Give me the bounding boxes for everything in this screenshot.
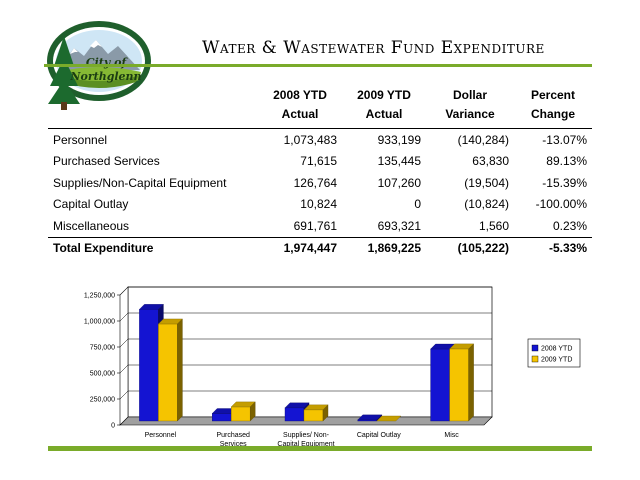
chart-legend [527,338,581,368]
legend-label: 2008 YTD [541,346,572,353]
total-percent-value: -5.33% [514,236,592,259]
bar-side [177,318,183,422]
table-row: Purchased Services 71,615 135,445 63,830… [48,151,592,173]
y-tick-label: 1,000,000 [84,319,115,326]
table-row: Miscellaneous 691,761 693,321 1,560 0.23… [48,215,592,237]
legend-swatch [531,344,539,352]
expenditure-table: 2008 YTD Actual 2009 YTD Actual Dollar Vari… [48,86,592,259]
header-variance-line2: Variance [445,107,495,121]
gridline-side [119,364,129,374]
y-tick-label: 1,250,000 [84,293,115,300]
row-percent-value: -100.00% [535,197,587,212]
row-label: Purchased Services [53,154,160,169]
total-2008-value: 1,974,447 [258,236,342,259]
bar-2008 [284,407,305,422]
title-divider [44,64,592,67]
bar-side [468,343,474,422]
row-label: Supplies/Non-Capital Equipment [53,175,227,190]
x-tick-label: Misc [444,432,459,439]
header-percent-line1: Percent [530,88,576,102]
table-total-row: Total Expenditure 1,974,447 1,869,225 (1… [48,236,592,259]
table-row: Capital Outlay 10,824 0 (10,824) -100.00… [48,194,592,216]
row-variance-value: (10,824) [464,197,509,212]
footer-divider [48,446,592,451]
bar-2008 [139,309,159,422]
row-percent-value: 89.13% [546,154,587,169]
header-2009-line1: 2009 YTD [357,88,411,102]
legend-swatch [531,355,539,363]
city-logo-graphic: City of Northglenn [47,21,151,110]
row-label: Capital Outlay [53,197,129,212]
row-percent-value: 0.23% [552,218,587,233]
row-variance-value: 63,830 [472,154,509,169]
x-tick-label: Services [220,441,247,448]
y-tick-label: 250,000 [90,397,115,404]
bar-2009 [449,348,469,422]
bar-2008 [430,348,450,422]
total-variance-value: (105,222) [426,236,514,259]
row-2008-value: 71,615 [300,154,337,169]
x-tick-label: Purchased [216,432,250,439]
row-2008-value: 1,073,483 [283,132,337,147]
y-tick-label: 750,000 [90,345,115,352]
header-2008-line2: Actual [281,107,319,121]
row-variance-value: 1,560 [478,218,509,233]
legend-label: 2009 YTD [541,357,572,364]
row-2009-value: 933,199 [377,132,421,147]
city-logo: City of Northglenn [44,14,154,112]
row-percent-value: -13.07% [542,132,587,147]
table-header-blank [48,86,258,129]
row-2008-value: 126,764 [293,175,337,190]
row-variance-value: (19,504) [464,175,509,190]
table-header-percent: Percent Change [514,86,592,129]
bar-2009 [230,406,251,422]
x-tick-label: Capital Outlay [357,432,401,439]
y-tick-label: 500,000 [90,371,115,378]
bar-side [322,404,329,422]
table-row: Supplies/Non-Capital Equipment 126,764 1… [48,172,592,194]
header-2009-line2: Actual [365,107,403,121]
table-header-row: 2008 YTD Actual 2009 YTD Actual Dollar Vari… [48,86,592,129]
x-tick-label: Supplies/ Non- [283,432,330,439]
total-2009-value: 1,869,225 [342,236,426,259]
table-row: Personnel 1,073,483 933,199 (140,284) -1… [48,129,592,151]
gridline-side [119,338,129,348]
table-header-2009: 2009 YTD Actual [342,86,426,129]
plot-side-wall [119,286,129,426]
row-2009-value: 107,260 [377,175,421,190]
row-variance-value: (140,284) [457,132,509,147]
row-percent-value: -15.39% [542,175,587,190]
table-header-variance: Dollar Variance [426,86,514,129]
row-label: Miscellaneous [53,218,130,233]
row-label: Personnel [53,132,108,147]
bar-side [249,401,256,422]
gridline-side [119,286,129,296]
bar-2009 [303,409,324,422]
gridline-side [119,312,129,322]
header-2008-line1: 2008 YTD [273,88,327,102]
row-2009-value: 0 [414,197,421,212]
row-2008-value: 691,761 [293,218,337,233]
header-percent-line2: Change [530,107,575,121]
logo-text-line2: Northglenn [69,70,141,83]
gridline-side [119,416,129,426]
row-2008-value: 10,824 [300,197,337,212]
table-header-2008: 2008 YTD Actual [258,86,342,129]
total-label: Total Expenditure [48,236,258,259]
expenditure-bar-chart: 0 250,000 500,000 750,000 1,000,000 1,250,000… [84,286,581,448]
row-2009-value: 135,445 [377,154,421,169]
x-tick-label: Capital Equipment [277,441,334,448]
row-2009-value: 693,321 [377,218,421,233]
header-variance-line1: Dollar [452,88,487,102]
x-tick-label: Personnel [145,432,177,439]
bar-2008 [211,413,232,422]
bar-2009 [158,323,178,422]
bar-top [376,415,402,422]
gridline-side [119,390,129,400]
y-tick-label: 0 [111,423,115,430]
logo-text-line1: City of [86,56,129,69]
page-title: Water & Wastewater Fund Expenditure [202,38,545,58]
